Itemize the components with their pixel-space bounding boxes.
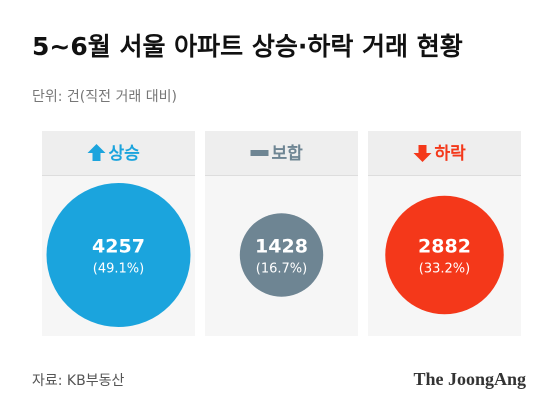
panel-header: [42, 131, 195, 175]
panel-header: [205, 131, 358, 175]
bubble: [46, 183, 191, 327]
up-arrow-icon: [87, 144, 106, 161]
value-label: 1428: [255, 236, 308, 258]
share-label: (16.7%): [256, 262, 307, 277]
subtitle: 단위: 건(직전 거래 대비): [32, 89, 177, 105]
category-label: 상승: [109, 144, 141, 164]
value-label: 2882: [418, 236, 471, 258]
category-label: 보합: [272, 143, 304, 164]
share-label: (49.1%): [93, 262, 144, 277]
category-label: 하락: [435, 144, 467, 164]
chart-title: 5~6월 서울 아파트 상승·하락 거래 현황: [32, 32, 463, 61]
bubble: [239, 213, 324, 297]
logo: The JoongAng: [413, 369, 526, 389]
panel-header: [368, 131, 521, 175]
dash-icon: [250, 150, 269, 156]
share-label: (33.2%): [419, 262, 470, 277]
down-arrow-icon: [413, 145, 432, 162]
source: 자료: KB부동산: [32, 373, 124, 389]
value-label: 4257: [92, 236, 145, 258]
bubble: [385, 195, 504, 315]
